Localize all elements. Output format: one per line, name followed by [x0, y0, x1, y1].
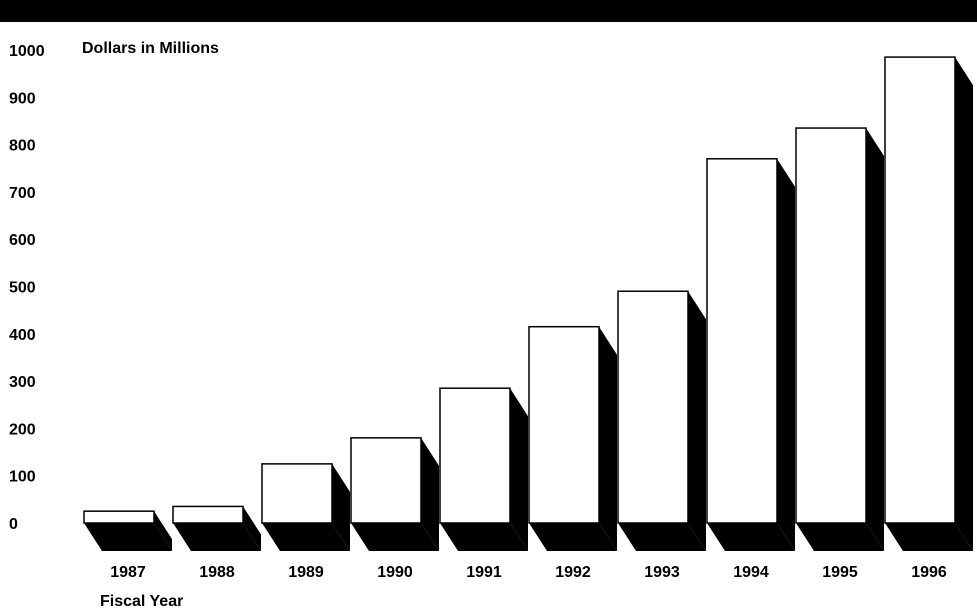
y-tick-label: 800 [9, 138, 36, 155]
bar-side-shadow [421, 437, 439, 551]
bar-side-shadow [154, 511, 172, 551]
bar-side-shadow [243, 506, 261, 551]
bar [884, 56, 956, 524]
y-tick-label: 600 [9, 232, 36, 249]
bar-floor-shadow [262, 523, 350, 551]
bar-side-shadow [599, 326, 617, 551]
bar-floor-shadow [707, 523, 795, 551]
y-tick-label: 100 [9, 469, 36, 486]
x-category-label: 1991 [466, 564, 502, 581]
bar-side-shadow [510, 388, 528, 551]
x-category-label: 1988 [199, 564, 235, 581]
x-axis-title: Fiscal Year [100, 593, 183, 610]
y-axis-title: Dollars in Millions [82, 40, 219, 57]
bar-floor-shadow [618, 523, 706, 551]
bar [795, 127, 867, 524]
x-category-label: 1993 [644, 564, 680, 581]
x-category-label: 1994 [733, 564, 769, 581]
y-tick-label: 1000 [9, 43, 45, 60]
x-category-label: 1987 [110, 564, 146, 581]
bar-floor-shadow [796, 523, 884, 551]
x-category-label: 1992 [555, 564, 591, 581]
y-tick-label: 900 [9, 90, 36, 107]
bar [528, 325, 600, 524]
bar [439, 387, 511, 524]
top-banner [0, 0, 977, 22]
bar [617, 290, 689, 524]
bar [706, 158, 778, 524]
y-tick-label: 200 [9, 421, 36, 438]
x-axis-categories: 1987 1988 1989 1990 1991 1992 1993 1994 1995 1996 [110, 564, 947, 581]
bar-side-shadow [866, 128, 884, 552]
bar-floor-shadow [173, 523, 261, 551]
bar-side-shadow [777, 158, 795, 552]
bar-floor-shadow [440, 523, 528, 551]
y-tick-label: 0 [9, 516, 18, 533]
bar-floor-shadow [885, 523, 973, 551]
x-category-label: 1989 [288, 564, 324, 581]
y-tick-label: 700 [9, 185, 36, 202]
bar [83, 510, 155, 524]
y-tick-label: 400 [9, 327, 36, 344]
bar-side-shadow [688, 291, 706, 551]
bar-floor-shadow [351, 523, 439, 551]
x-category-label: 1996 [911, 564, 947, 581]
bar-side-shadow [332, 463, 350, 551]
y-tick-label: 500 [9, 280, 36, 297]
y-tick-label: 300 [9, 374, 36, 391]
bar-side-shadow [955, 57, 973, 551]
x-category-label: 1995 [822, 564, 858, 581]
bar [350, 437, 422, 524]
bar-floor-shadow [529, 523, 617, 551]
y-axis-ticks: 0 100 200 300 400 500 600 700 800 900 1000 [9, 43, 45, 533]
bars [83, 56, 973, 552]
bar [261, 463, 333, 524]
bar [172, 505, 244, 524]
bar-floor-shadow [84, 523, 172, 551]
x-category-label: 1990 [377, 564, 413, 581]
